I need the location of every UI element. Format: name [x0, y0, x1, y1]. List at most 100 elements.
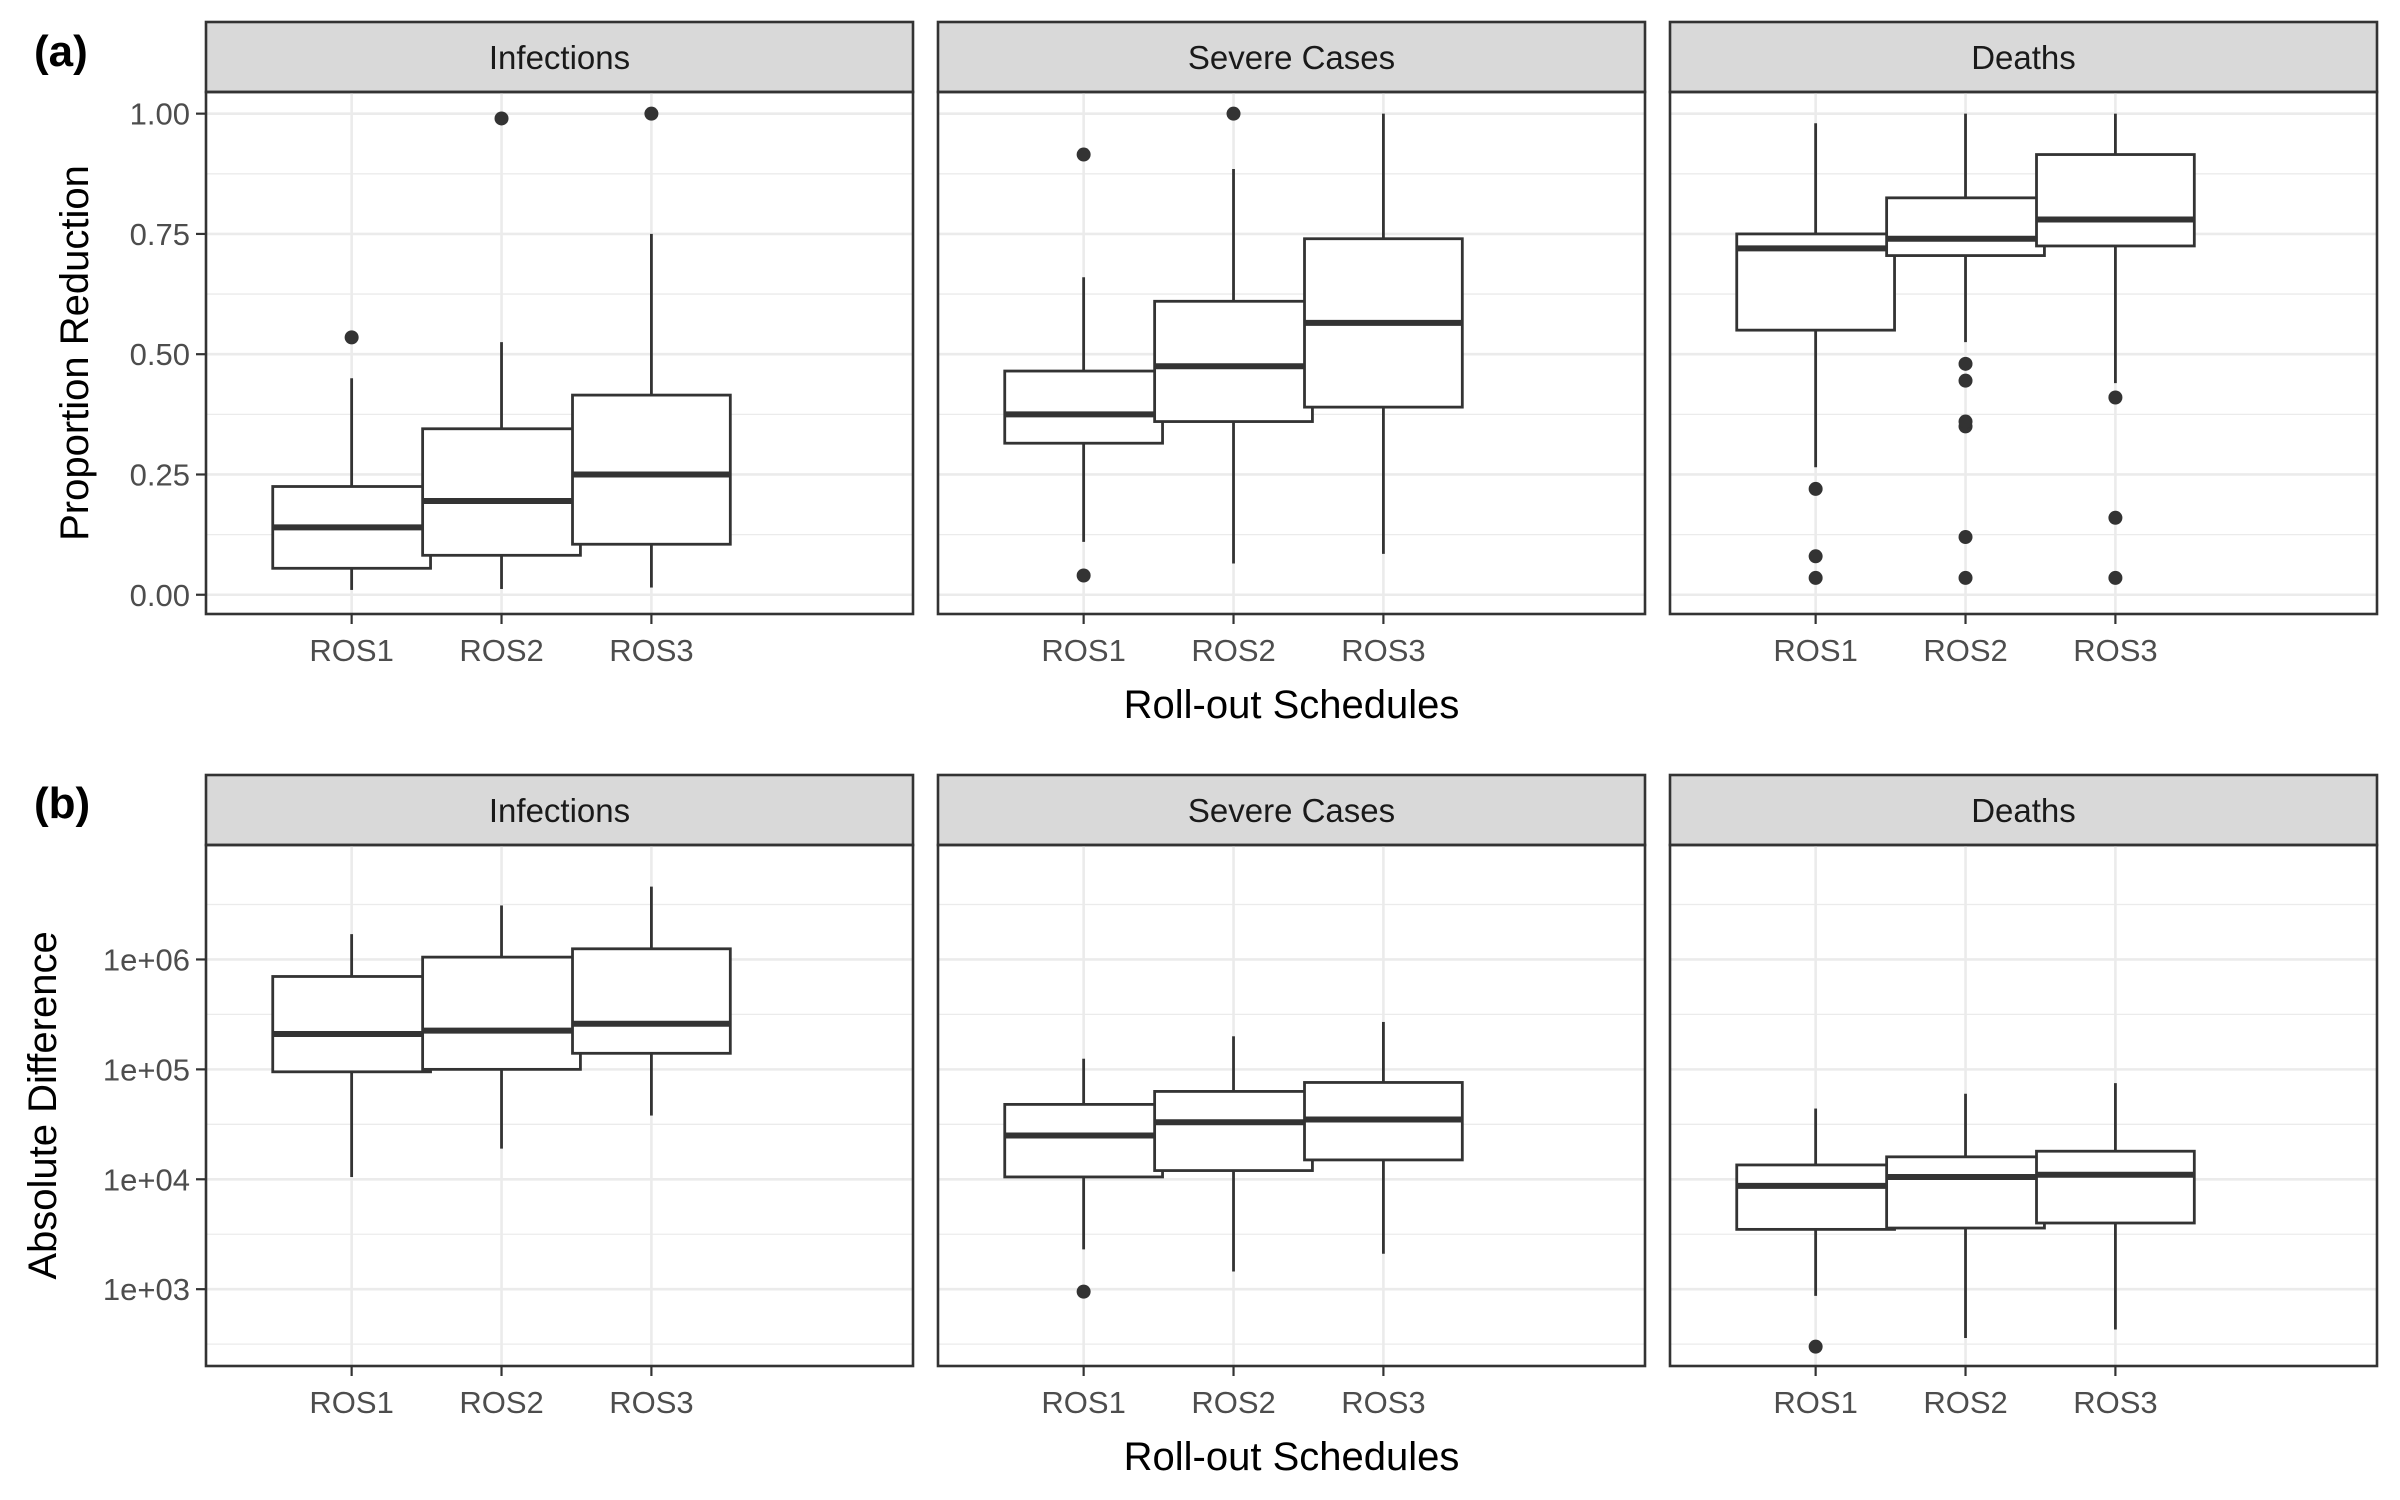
- box-ros3: [1303, 1021, 1464, 1254]
- outlier-point: [644, 106, 659, 121]
- facet-deaths: Deaths ROS1 ROS2 ROS3: [1668, 20, 2379, 668]
- outlier-point: [2108, 510, 2123, 525]
- box-iqr: [1885, 1155, 2046, 1230]
- box-ros1: [271, 934, 432, 1177]
- x-tick-label: ROS3: [1341, 1385, 1425, 1420]
- panel-border: [936, 90, 1647, 616]
- facet-strip: [936, 20, 1647, 94]
- y-tick-label: 0.75: [130, 217, 190, 252]
- x-axis-title: Roll-out Schedules: [1124, 1435, 1460, 1479]
- panel-border: [1668, 90, 2379, 616]
- facet-strip-label: Deaths: [1971, 39, 2076, 76]
- y-axis-title: Absolute Difference: [21, 931, 65, 1279]
- x-tick-label: ROS3: [609, 633, 693, 668]
- y-tick-label: 1.00: [130, 97, 190, 132]
- facet-strip: [204, 773, 915, 847]
- box-iqr: [2035, 1149, 2196, 1225]
- x-tick-label: ROS1: [309, 1385, 393, 1420]
- x-tick-label: ROS3: [1341, 633, 1425, 668]
- panel-border: [204, 90, 915, 616]
- box-iqr: [421, 955, 582, 1071]
- box-ros2: [1153, 1036, 1314, 1272]
- outlier-point: [1808, 549, 1823, 564]
- box-ros3: [571, 106, 732, 588]
- box-iqr: [1885, 196, 2046, 257]
- facet-strip-label: Severe Cases: [1188, 792, 1395, 829]
- x-tick-label: ROS2: [459, 633, 543, 668]
- outlier-point: [2108, 570, 2123, 585]
- box-ros1: [1735, 123, 1896, 585]
- y-axis-title: Proportion Reduction: [53, 165, 97, 541]
- x-tick-label: ROS1: [1041, 1385, 1125, 1420]
- x-axis-title: Roll-out Schedules: [1124, 683, 1460, 727]
- outlier-point: [344, 330, 359, 345]
- chart-a: (a) Proportion Reduction Roll-out Schedule…: [34, 20, 2379, 727]
- x-tick-label: ROS2: [1191, 633, 1275, 668]
- y-tick-label: 0.00: [130, 578, 190, 613]
- box-iqr: [571, 947, 732, 1055]
- outlier-point: [1808, 481, 1823, 496]
- x-tick-label: ROS3: [609, 1385, 693, 1420]
- box-ros3: [1303, 113, 1464, 554]
- outlier-point: [1958, 356, 1973, 371]
- box-ros3: [571, 886, 732, 1116]
- outlier-point: [1808, 1339, 1823, 1354]
- outlier-point: [1226, 106, 1241, 121]
- facet-strip-label: Infections: [489, 792, 630, 829]
- box-ros2: [421, 111, 582, 589]
- x-tick-label: ROS2: [1923, 633, 2007, 668]
- facet-strip-label: Severe Cases: [1188, 39, 1395, 76]
- panel-border: [204, 843, 915, 1368]
- outlier-point: [1958, 570, 1973, 585]
- facet-severe-cases: Severe Cases ROS1 ROS2 ROS3: [936, 773, 1647, 1420]
- facet-strip-label: Deaths: [1971, 792, 2076, 829]
- outlier-point: [1076, 568, 1091, 583]
- x-tick-label: ROS3: [2073, 1385, 2157, 1420]
- y-tick-label: 0.50: [130, 337, 190, 372]
- box-iqr: [1003, 1102, 1164, 1179]
- facet-infections: Infections ROS1 ROS2 ROS3 0.00 0.25 0.50 0.75 1.…: [130, 20, 915, 668]
- box-iqr: [1003, 369, 1164, 445]
- x-tick-label: ROS2: [459, 1385, 543, 1420]
- outlier-point: [1808, 570, 1823, 585]
- facet-infections: Infections ROS1 ROS2 ROS3 1e+03 1e+04 1e+05 1e+…: [103, 773, 915, 1420]
- box-iqr: [2035, 153, 2196, 248]
- box-iqr: [271, 975, 432, 1074]
- box-ros2: [1885, 1093, 2046, 1338]
- box-ros3: [2035, 1083, 2196, 1330]
- outlier-point: [494, 111, 509, 126]
- box-iqr: [1735, 1163, 1896, 1231]
- box-ros1: [1735, 1108, 1896, 1354]
- outlier-point: [2108, 390, 2123, 405]
- y-tick-label: 1e+05: [103, 1052, 190, 1087]
- facet-deaths: Deaths ROS1 ROS2 ROS3: [1668, 773, 2379, 1420]
- x-tick-label: ROS2: [1923, 1385, 2007, 1420]
- facet-strip: [1668, 773, 2379, 847]
- panel-letter: (b): [34, 779, 90, 828]
- y-tick-label: 1e+04: [103, 1162, 190, 1197]
- facet-strip: [1668, 20, 2379, 94]
- x-tick-label: ROS1: [309, 633, 393, 668]
- outlier-point: [1076, 147, 1091, 162]
- panel-border: [936, 843, 1647, 1368]
- x-tick-label: ROS1: [1041, 633, 1125, 668]
- panel-border: [1668, 843, 2379, 1368]
- outlier-point: [1958, 530, 1973, 545]
- box-ros1: [1003, 1058, 1164, 1299]
- chart-b: (b) Absolute Difference Roll-out Schedules…: [21, 773, 2379, 1479]
- x-tick-label: ROS1: [1773, 633, 1857, 668]
- y-tick-label: 1e+03: [103, 1272, 190, 1307]
- x-tick-label: ROS2: [1191, 1385, 1275, 1420]
- outlier-point: [1958, 414, 1973, 429]
- box-iqr: [1153, 1090, 1314, 1172]
- facet-strip-label: Infections: [489, 39, 630, 76]
- outlier-point: [1958, 373, 1973, 388]
- x-tick-label: ROS1: [1773, 1385, 1857, 1420]
- box-ros2: [1885, 113, 2046, 585]
- box-ros2: [421, 905, 582, 1149]
- box-iqr: [571, 393, 732, 546]
- outlier-point: [1076, 1284, 1091, 1299]
- panel-letter: (a): [34, 27, 88, 76]
